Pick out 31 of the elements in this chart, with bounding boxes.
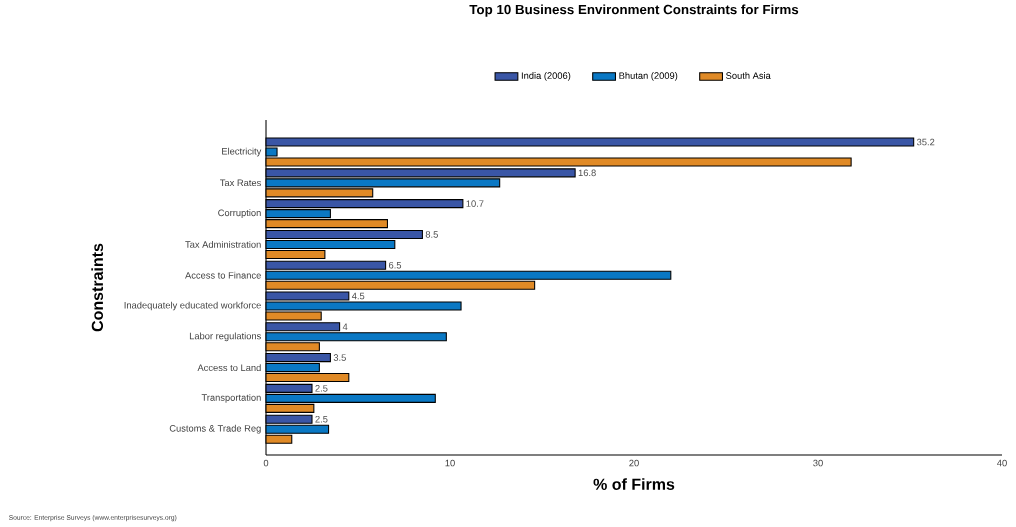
y-tick-label: Transportation <box>201 394 261 403</box>
data-label: 2.5 <box>315 385 328 392</box>
data-label: 4.5 <box>351 292 365 300</box>
y-tick-label: Electricity <box>222 147 262 157</box>
data-label: 8.5 <box>425 231 438 238</box>
legend-label: South Asia <box>726 72 771 79</box>
y-tick-label: Customs & Trade Reg <box>169 424 261 434</box>
y-axis-title: Constraints <box>91 243 104 332</box>
y-tick-label: Corruption <box>218 209 261 218</box>
x-tick-label: 20 <box>629 459 639 467</box>
data-label: 16.8 <box>578 169 596 177</box>
legend-label: Bhutan (2009) <box>619 72 678 81</box>
y-tick-label: Access to Finance <box>185 271 261 279</box>
x-axis-title: % of Firms <box>593 478 675 490</box>
y-tick-label: Tax Rates <box>220 179 261 187</box>
data-label: 35.2 <box>916 138 935 146</box>
data-label: 4 <box>342 323 348 330</box>
chart-title: Top 10 Business Environment Constraints for Firms <box>469 4 799 17</box>
y-tick-label: Inadequately educated workforce <box>124 301 261 311</box>
x-tick-label: 0 <box>263 459 269 467</box>
legend-label: India (2006) <box>521 72 571 81</box>
data-label: 6.5 <box>389 261 402 269</box>
x-tick-label: 10 <box>445 459 455 467</box>
data-label: 10.7 <box>466 200 484 207</box>
y-tick-label: Tax Administration <box>185 241 261 248</box>
y-tick-label: Labor regulations <box>189 332 261 342</box>
x-tick-label: 30 <box>813 459 823 467</box>
y-tick-label: Access to Land <box>197 364 261 371</box>
data-label: 2.5 <box>315 415 328 423</box>
data-label: 3.5 <box>333 354 346 361</box>
x-tick-label: 40 <box>997 459 1007 467</box>
